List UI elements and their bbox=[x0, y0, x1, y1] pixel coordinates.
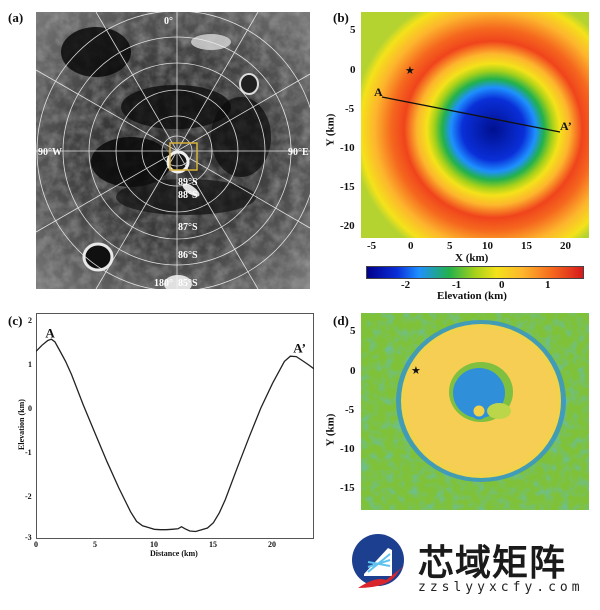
lat-label-85s: 85°S bbox=[178, 278, 198, 289]
panel-d-label: (d) bbox=[333, 313, 349, 328]
colorbar-tick: -1 bbox=[452, 279, 462, 291]
b-ytick: -15 bbox=[340, 181, 355, 193]
colorbar-tick: 1 bbox=[545, 279, 551, 291]
profile-label-a-prime: A’ bbox=[293, 341, 306, 356]
c-ytick: 2 bbox=[28, 316, 32, 325]
b-ytick: -20 bbox=[340, 220, 355, 232]
c-xtick: 10 bbox=[150, 540, 158, 549]
b-ytick: -5 bbox=[345, 103, 355, 115]
b-xtick: 0 bbox=[408, 240, 414, 252]
lon-label-90e: 90°E bbox=[288, 147, 309, 158]
panel-d-slope-map: ★ bbox=[361, 313, 589, 510]
panel-c-profile-plot: A A’ bbox=[36, 313, 314, 539]
star-marker-icon: ★ bbox=[405, 65, 415, 77]
panel-a-moon-image: 0° 90°W 90°E 180° 89°S 88°S 87°S 86°S 85… bbox=[36, 12, 310, 289]
d-ytick: -15 bbox=[340, 482, 355, 494]
c-xtick: 5 bbox=[93, 540, 97, 549]
c-ylabel: Elevation (km) bbox=[16, 399, 26, 450]
graticule bbox=[36, 12, 310, 289]
profile-start-label: A bbox=[374, 85, 383, 99]
c-ytick: 1 bbox=[28, 360, 32, 369]
c-xlabel: Distance (km) bbox=[150, 549, 198, 558]
c-ytick: -3 bbox=[25, 533, 32, 542]
lon-label-90w: 90°W bbox=[38, 147, 62, 158]
panel-b-label: (b) bbox=[333, 10, 349, 25]
b-xtick: 15 bbox=[521, 240, 532, 252]
d-ytick: -10 bbox=[340, 443, 355, 455]
c-xtick: 20 bbox=[268, 540, 276, 549]
lat-label-87s: 87°S bbox=[178, 222, 198, 233]
panel-c-label: (c) bbox=[8, 313, 23, 328]
star-marker-icon: ★ bbox=[411, 365, 421, 377]
d-ytick: -5 bbox=[345, 404, 355, 416]
colorbar-label: Elevation (km) bbox=[437, 290, 507, 302]
b-ytick: 5 bbox=[350, 24, 356, 36]
b-xtick: 20 bbox=[560, 240, 571, 252]
colorbar-tick: 0 bbox=[499, 279, 505, 291]
c-ytick: -1 bbox=[25, 448, 32, 457]
c-xtick: 0 bbox=[34, 540, 38, 549]
study-area-box bbox=[169, 142, 198, 171]
colorbar-tick: -2 bbox=[401, 279, 411, 291]
panel-b-elevation-map: A A’ ★ bbox=[361, 12, 589, 238]
d-ytick: 5 bbox=[350, 325, 356, 337]
profile-line-a-a-prime bbox=[381, 96, 561, 133]
lat-label-86s: 86°S bbox=[178, 250, 198, 261]
watermark-name: 芯域矩阵 bbox=[418, 543, 567, 584]
lon-label-0: 0° bbox=[164, 16, 173, 27]
profile-label-a: A bbox=[45, 325, 55, 340]
watermark-url: zzslyyxcfy.com bbox=[418, 580, 584, 595]
c-ytick: -2 bbox=[25, 492, 32, 501]
lunar-south-pole-map: 0° 90°W 90°E 180° 89°S 88°S 87°S 86°S 85… bbox=[36, 12, 310, 289]
elevation-profile-line bbox=[36, 338, 314, 533]
b-xtick: -5 bbox=[367, 240, 377, 252]
b-xtick: 5 bbox=[447, 240, 453, 252]
c-ytick: 0 bbox=[28, 404, 32, 413]
b-ylabel: Y (km) bbox=[324, 113, 337, 147]
lat-label-89s: 89°S bbox=[178, 177, 198, 188]
panel-a-label: (a) bbox=[8, 10, 24, 25]
b-ytick: -10 bbox=[340, 142, 355, 154]
c-xtick: 15 bbox=[209, 540, 217, 549]
b-ytick: 0 bbox=[350, 64, 356, 76]
b-xtick: 10 bbox=[482, 240, 493, 252]
profile-end-label: A’ bbox=[560, 119, 572, 133]
building-logo-icon bbox=[352, 534, 404, 588]
lon-label-180: 180° bbox=[154, 278, 173, 289]
b-xlabel: X (km) bbox=[455, 252, 489, 264]
lat-label-88s: 88°S bbox=[178, 190, 198, 201]
d-ytick: 0 bbox=[350, 365, 356, 377]
d-ylabel: Y (km) bbox=[324, 413, 337, 447]
watermark-logo bbox=[350, 532, 410, 594]
elevation-colorbar bbox=[366, 266, 584, 279]
